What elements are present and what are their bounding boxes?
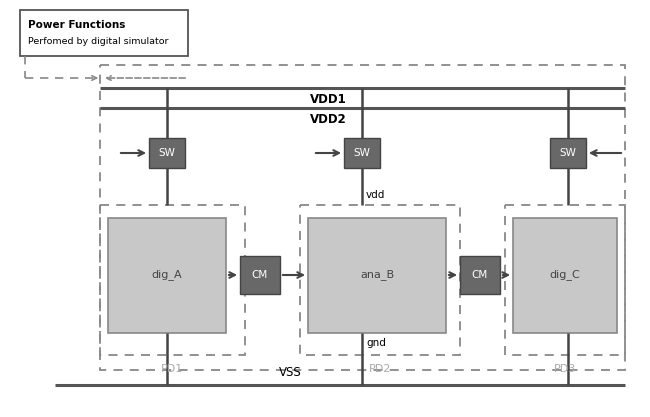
Bar	[300, 205, 460, 355]
Text: PD3: PD3	[554, 364, 576, 374]
Text: VDD1: VDD1	[310, 93, 346, 106]
Bar	[100, 205, 245, 355]
Text: dig_C: dig_C	[550, 269, 580, 281]
Bar	[505, 205, 625, 355]
Bar	[344, 138, 380, 168]
Bar	[240, 256, 280, 294]
Text: Perfomed by digital simulator: Perfomed by digital simulator	[28, 37, 168, 45]
Bar	[550, 138, 586, 168]
Bar	[108, 218, 226, 333]
Text: VSS: VSS	[279, 367, 302, 379]
Text: dig_A: dig_A	[151, 269, 182, 281]
Bar	[149, 138, 185, 168]
Text: PD2: PD2	[369, 364, 391, 374]
Bar	[308, 218, 446, 333]
Text: vdd: vdd	[366, 190, 385, 200]
Text: VDD2: VDD2	[310, 113, 346, 126]
Text: CM: CM	[472, 270, 488, 280]
Bar	[460, 256, 500, 294]
Text: SW: SW	[159, 148, 176, 158]
Bar	[100, 65, 625, 370]
Bar	[20, 10, 188, 56]
Text: SW: SW	[354, 148, 370, 158]
Text: SW: SW	[560, 148, 577, 158]
Text: ana_B: ana_B	[360, 269, 394, 281]
Text: CM: CM	[252, 270, 268, 280]
Text: gnd: gnd	[366, 338, 386, 348]
Text: Power Functions: Power Functions	[28, 20, 125, 30]
Bar	[513, 218, 617, 333]
Text: PD1: PD1	[161, 364, 183, 374]
